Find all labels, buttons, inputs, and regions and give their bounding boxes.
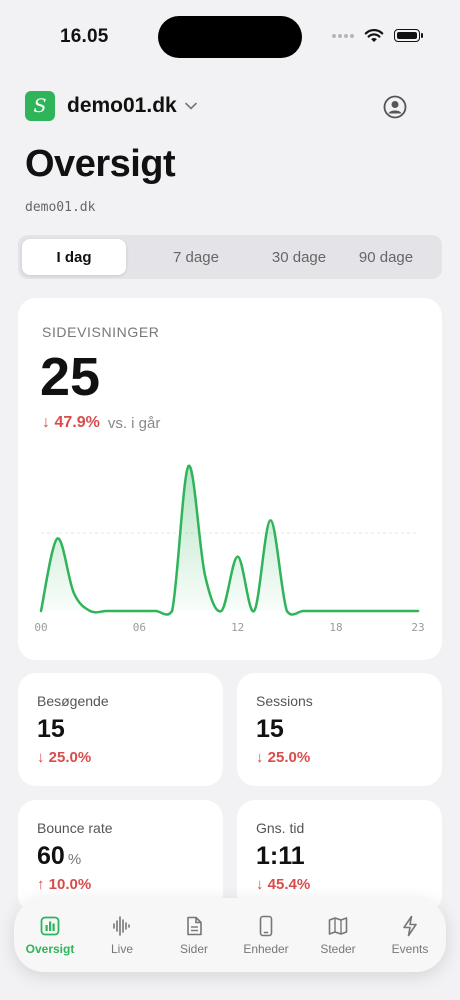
bounce-rate-card: Bounce rate 60% ↑ 10.0% <box>18 800 223 913</box>
avg-time-card: Gns. tid 1:11 ↓ 45.4% <box>237 800 442 913</box>
tab-live[interactable]: Live <box>86 898 158 972</box>
tab-places-label: Steder <box>320 941 356 956</box>
period-30-days[interactable]: 30 dage <box>271 248 327 266</box>
period-90-days[interactable]: 90 dage <box>358 248 414 266</box>
tab-bar: Oversigt Live Sider Enheder Steder Event… <box>14 898 446 972</box>
pageviews-delta: ↓ 47.9% <box>42 414 100 431</box>
x-tick-label: 06 <box>133 621 146 634</box>
site-logo-icon: S <box>25 91 55 121</box>
tab-live-label: Live <box>110 941 133 956</box>
pageviews-delta-suffix: vs. i går <box>107 414 161 432</box>
pageviews-card: SIDEVISNINGER 25 ↓ 47.9% vs. i går 00 06 1… <box>18 298 442 660</box>
tab-events[interactable]: Events <box>374 898 446 972</box>
x-tick-label: 18 <box>329 621 342 634</box>
tab-devices[interactable]: Enheder <box>230 898 302 972</box>
avg-time-delta: ↓ 45.4% <box>256 876 311 893</box>
tab-overview-label: Oversigt <box>25 941 75 956</box>
waveform-icon <box>113 915 130 936</box>
visitors-label: Besøgende <box>37 693 109 709</box>
wifi-icon <box>364 29 384 42</box>
sessions-label: Sessions <box>256 693 313 709</box>
tab-pages[interactable]: Sider <box>158 898 230 972</box>
chevron-down-icon <box>184 102 197 110</box>
chart-series-line <box>39 464 420 616</box>
tab-overview[interactable]: Oversigt <box>14 898 86 972</box>
map-icon <box>328 916 348 935</box>
pageviews-chart: 00 06 12 18 23 <box>34 464 425 634</box>
page-subtitle: demo01.dk <box>25 200 96 215</box>
pageviews-value: 25 <box>40 347 101 407</box>
visitors-value: 15 <box>37 715 65 743</box>
bounce-rate-delta: ↑ 10.0% <box>37 876 92 893</box>
tab-devices-label: Enheder <box>243 941 289 956</box>
status-icons <box>332 28 423 43</box>
chart-icon <box>40 916 60 935</box>
x-tick-label: 12 <box>231 621 244 634</box>
document-icon <box>187 916 202 935</box>
avg-time-value: 1:11 <box>256 842 305 870</box>
visitors-card: Besøgende 15 ↓ 25.0% <box>18 673 223 786</box>
pageviews-label: SIDEVISNINGER <box>42 324 160 340</box>
period-7-days[interactable]: 7 dage <box>173 248 219 266</box>
page-title: Oversigt <box>25 143 176 185</box>
tab-places[interactable]: Steder <box>302 898 374 972</box>
dynamic-island <box>158 16 302 58</box>
phone-icon <box>259 915 273 936</box>
sessions-value: 15 <box>256 715 284 743</box>
tab-events-label: Events <box>391 941 429 956</box>
tab-pages-label: Sider <box>179 941 208 956</box>
bolt-icon <box>403 915 417 936</box>
cellular-signal-icon <box>332 33 354 38</box>
site-switcher[interactable]: S demo01.dk <box>25 91 197 121</box>
battery-icon <box>394 29 423 42</box>
profile-icon[interactable] <box>383 95 407 119</box>
visitors-delta: ↓ 25.0% <box>37 749 92 766</box>
bounce-rate-label: Bounce rate <box>37 820 113 836</box>
x-tick-label: 23 <box>411 621 424 634</box>
avg-time-label: Gns. tid <box>256 820 305 836</box>
sessions-card: Sessions 15 ↓ 25.0% <box>237 673 442 786</box>
x-tick-label: 00 <box>34 621 47 634</box>
status-time: 16.05 <box>60 26 109 47</box>
bounce-rate-value: 60% <box>37 842 82 870</box>
sessions-delta: ↓ 25.0% <box>256 749 311 766</box>
pageviews-delta-row: ↓ 47.9% vs. i går <box>42 414 160 432</box>
site-name: demo01.dk <box>67 94 177 117</box>
chart-area <box>41 465 418 615</box>
period-selector: I dag 7 dage 30 dage 90 dage <box>18 235 442 279</box>
period-today[interactable]: I dag <box>22 239 126 275</box>
